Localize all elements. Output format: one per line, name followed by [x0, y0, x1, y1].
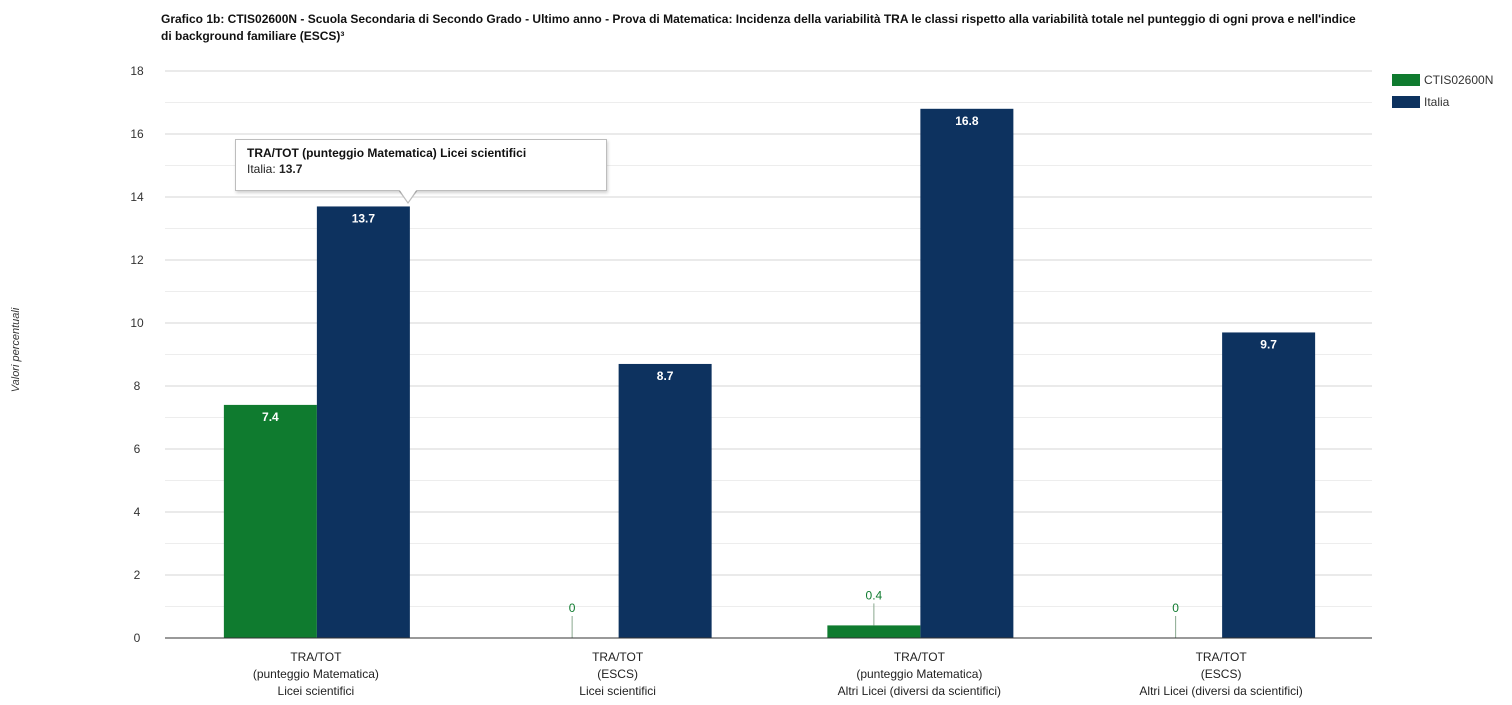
bar-italy: [920, 108, 1014, 639]
tooltip: TRA/TOT (punteggio Matematica) Licei sci…: [235, 139, 607, 191]
bar-italy: [618, 363, 712, 638]
legend-label-italy: Italia: [1424, 95, 1450, 109]
legend-item-school[interactable]: CTIS02600N: [1392, 69, 1493, 91]
data-label: 0: [1172, 601, 1179, 615]
x-tick-label: TRA/TOT: [290, 650, 342, 664]
y-tick-label: 16: [130, 127, 144, 141]
data-label: 7.4: [262, 410, 279, 424]
tooltip-pointer-fill: [399, 189, 417, 202]
legend-item-italy[interactable]: Italia: [1392, 91, 1493, 113]
y-tick-label: 12: [130, 253, 144, 267]
tooltip-title: TRA/TOT (punteggio Matematica) Licei sci…: [247, 146, 527, 160]
x-tick-label: TRA/TOT: [1196, 650, 1248, 664]
legend-swatch-italy: [1392, 96, 1420, 108]
y-tick-label: 18: [130, 64, 144, 78]
legend-swatch-school: [1392, 74, 1420, 86]
x-tick-label: Altri Licei (diversi da scientifici): [838, 684, 1001, 698]
y-tick-label: 2: [134, 568, 141, 582]
y-tick-label: 8: [134, 379, 141, 393]
y-tick-label: 10: [130, 316, 144, 330]
x-tick-label: Licei scientifici: [579, 684, 656, 698]
x-tick-label: (punteggio Matematica): [856, 667, 982, 681]
legend-label-school: CTIS02600N: [1424, 73, 1494, 87]
x-tick-label: (ESCS): [597, 667, 638, 681]
bar-school: [827, 625, 921, 638]
x-tick-label: TRA/TOT: [894, 650, 946, 664]
x-tick-label: (ESCS): [1201, 667, 1242, 681]
bar-italy: [1222, 332, 1316, 638]
tooltip-line: Italia: 13.7: [247, 162, 595, 176]
x-tick-label: (punteggio Matematica): [253, 667, 379, 681]
tooltip-series: Italia:: [247, 162, 276, 176]
x-tick-label: Licei scientifici: [278, 684, 355, 698]
x-tick-label: Altri Licei (diversi da scientifici): [1139, 684, 1302, 698]
bar-italy: [316, 206, 410, 638]
y-tick-label: 0: [134, 631, 141, 645]
data-label: 0.4: [866, 588, 883, 602]
data-label: 13.7: [352, 211, 376, 225]
data-label: 8.7: [657, 369, 674, 383]
bar-school: [223, 404, 317, 638]
y-tick-label: 14: [130, 190, 144, 204]
tooltip-value: 13.7: [279, 162, 303, 176]
data-label: 9.7: [1260, 337, 1277, 351]
legend: CTIS02600N Italia: [1392, 69, 1493, 113]
data-label: 16.8: [955, 114, 979, 128]
x-tick-label: TRA/TOT: [592, 650, 644, 664]
data-label: 0: [569, 601, 576, 615]
y-tick-label: 4: [134, 505, 141, 519]
y-tick-label: 6: [134, 442, 141, 456]
chart-title: Grafico 1b: CTIS02600N - Scuola Secondar…: [161, 12, 1356, 43]
